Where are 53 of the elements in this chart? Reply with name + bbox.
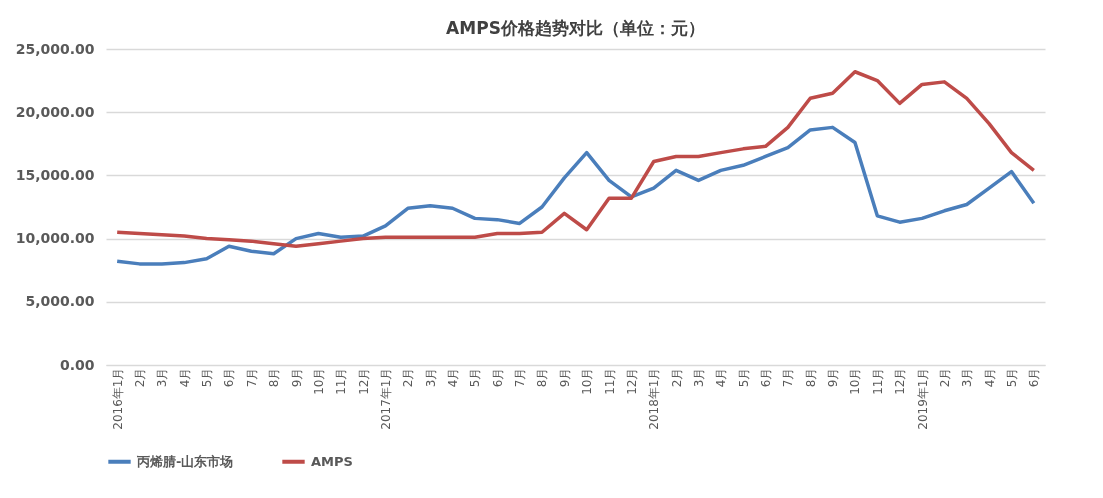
x-tick-label: 4月 — [982, 367, 997, 388]
line-series — [115, 70, 1036, 248]
x-tick-label: 4月 — [177, 367, 192, 388]
y-tick-label: 10,000.00 — [15, 230, 95, 247]
x-tick-label: 12月 — [356, 367, 371, 395]
x-tick-label: 3月 — [691, 367, 706, 388]
line-series — [115, 125, 1036, 266]
x-tick-label: 4月 — [446, 367, 461, 388]
y-tick-label: 25,000.00 — [15, 40, 95, 57]
x-tick-label: 5月 — [200, 367, 215, 388]
x-tick-label: 11月 — [602, 367, 617, 395]
x-tick-label: 10月 — [311, 367, 326, 395]
x-tick-label: 11月 — [870, 367, 885, 395]
x-tick-label: 5月 — [468, 367, 483, 388]
x-tick-label: 8月 — [267, 367, 282, 388]
x-tick-label: 2019年1月 — [915, 367, 930, 430]
x-tick-label: 2月 — [937, 367, 952, 388]
x-tick-label: 3月 — [155, 367, 170, 388]
x-tick-label: 6月 — [1027, 367, 1042, 388]
x-tick-label: 2月 — [669, 367, 684, 388]
y-tick-label: 20,000.00 — [15, 103, 95, 120]
x-tick-label: 7月 — [244, 367, 259, 388]
x-tick-label: 3月 — [423, 367, 438, 388]
x-tick-label: 2016年1月 — [110, 367, 125, 430]
x-tick-label: 2018年1月 — [647, 367, 662, 430]
x-tick-label: 12月 — [624, 367, 639, 395]
x-tick-label: 2017年1月 — [378, 367, 393, 430]
x-tick-label: 12月 — [893, 367, 908, 395]
legend-label: 丙烯腈-山东市场 — [136, 453, 234, 469]
x-tick-label: 8月 — [535, 367, 550, 388]
x-tick-label: 2月 — [133, 367, 148, 388]
x-tick-label: 9月 — [826, 367, 841, 388]
y-tick-label: 15,000.00 — [15, 166, 95, 183]
x-tick-label: 9月 — [289, 367, 304, 388]
x-tick-label: 6月 — [490, 367, 505, 388]
x-tick-label: 11月 — [334, 367, 349, 395]
x-tick-label: 10月 — [580, 367, 595, 395]
x-tick-label: 4月 — [714, 367, 729, 388]
x-tick-label: 7月 — [513, 367, 528, 388]
x-tick-label: 5月 — [736, 367, 751, 388]
legend-label: AMPS — [311, 453, 353, 469]
x-tick-label: 8月 — [803, 367, 818, 388]
x-tick-label: 7月 — [781, 367, 796, 388]
x-tick-label: 9月 — [557, 367, 572, 388]
x-tick-label: 6月 — [759, 367, 774, 388]
y-tick-label: 0.00 — [59, 356, 95, 373]
x-tick-label: 5月 — [1004, 367, 1019, 388]
x-tick-label: 2月 — [401, 367, 416, 388]
chart-title: AMPS价格趋势对比（单位：元） — [446, 18, 705, 38]
x-tick-label: 3月 — [960, 367, 975, 388]
x-tick-label: 6月 — [222, 367, 237, 388]
y-tick-label: 5,000.00 — [25, 293, 95, 310]
x-tick-label: 10月 — [848, 367, 863, 395]
